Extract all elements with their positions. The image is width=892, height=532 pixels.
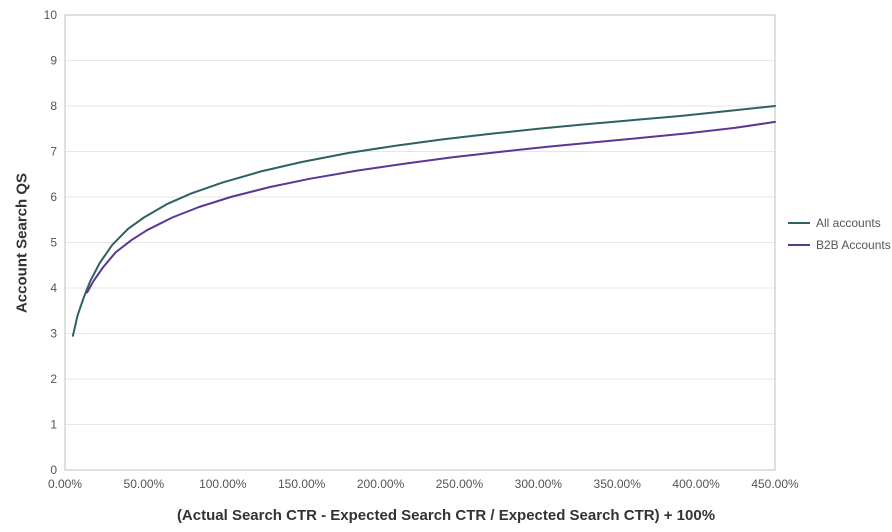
svg-text:400.00%: 400.00% (672, 477, 720, 491)
svg-text:7: 7 (50, 145, 57, 159)
svg-text:1: 1 (50, 418, 57, 432)
svg-text:150.00%: 150.00% (278, 477, 326, 491)
svg-text:450.00%: 450.00% (751, 477, 799, 491)
svg-text:3: 3 (50, 327, 57, 341)
chart-container: 0123456789100.00%50.00%100.00%150.00%200… (0, 0, 892, 532)
svg-text:2: 2 (50, 372, 57, 386)
x-axis-title: (Actual Search CTR - Expected Search CTR… (0, 507, 892, 524)
svg-text:4: 4 (50, 281, 57, 295)
y-axis-title: Account Search QS (14, 172, 31, 312)
legend-label-0: All accounts (816, 216, 881, 230)
svg-text:10: 10 (44, 8, 58, 22)
line-chart: 0123456789100.00%50.00%100.00%150.00%200… (0, 0, 892, 532)
svg-text:250.00%: 250.00% (436, 477, 484, 491)
svg-text:9: 9 (50, 54, 57, 68)
legend-swatch-1 (788, 244, 810, 246)
series-line-0 (73, 106, 775, 336)
series-line-1 (87, 122, 775, 293)
legend-item-0: All accounts (788, 216, 891, 230)
svg-text:0: 0 (50, 463, 57, 477)
legend-label-1: B2B Accounts (816, 238, 891, 252)
svg-text:50.00%: 50.00% (124, 477, 165, 491)
svg-text:8: 8 (50, 99, 57, 113)
svg-text:100.00%: 100.00% (199, 477, 247, 491)
legend-swatch-0 (788, 222, 810, 224)
legend-item-1: B2B Accounts (788, 238, 891, 252)
svg-text:300.00%: 300.00% (515, 477, 563, 491)
legend: All accounts B2B Accounts (788, 216, 891, 260)
svg-text:5: 5 (50, 236, 57, 250)
svg-text:0.00%: 0.00% (48, 477, 82, 491)
svg-text:6: 6 (50, 190, 57, 204)
svg-text:200.00%: 200.00% (357, 477, 405, 491)
svg-text:350.00%: 350.00% (594, 477, 642, 491)
